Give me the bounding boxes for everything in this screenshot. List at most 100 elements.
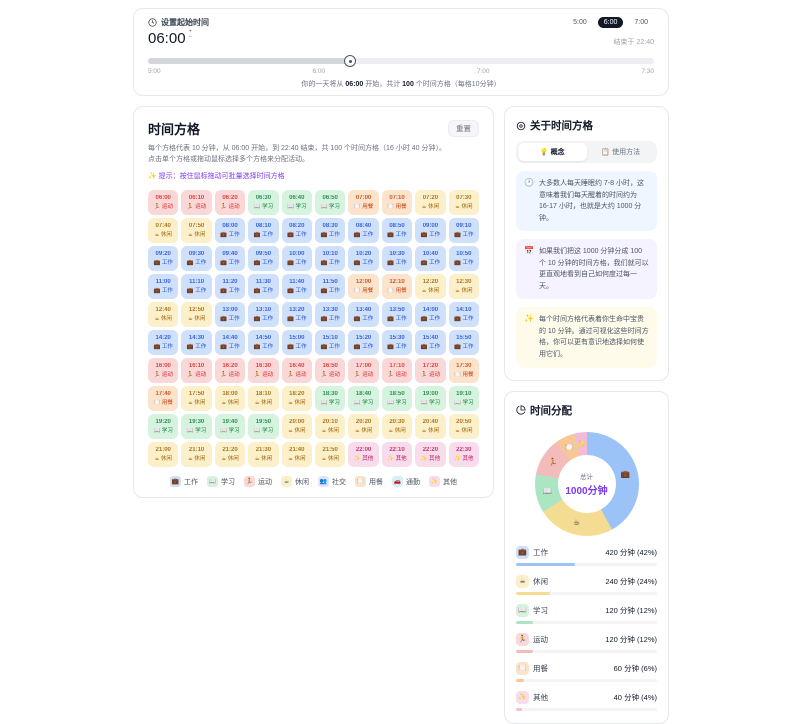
time-cell[interactable]: 08:00 💼 工作 — [214, 218, 246, 244]
time-cell[interactable]: 09:20 💼 工作 — [148, 246, 179, 272]
time-cell[interactable]: 12:50 ☕ 休闲 — [181, 302, 212, 328]
time-cell[interactable]: 08:20 💼 工作 — [281, 218, 312, 244]
time-cell[interactable]: 15:50 💼 工作 — [448, 330, 479, 356]
time-cell[interactable]: 12:10 🍽️ 用餐 — [381, 274, 413, 300]
time-cell[interactable]: 08:40 💼 工作 — [348, 218, 379, 244]
time-cell[interactable]: 13:50 💼 工作 — [381, 302, 413, 328]
time-cell[interactable]: 12:30 ☕ 休闲 — [448, 274, 479, 300]
time-cell[interactable]: 21:10 ☕ 休闲 — [181, 442, 212, 468]
time-cell[interactable]: 22:20 ✨ 其他 — [415, 442, 446, 468]
time-cell[interactable]: 14:30 💼 工作 — [181, 330, 212, 356]
time-cell[interactable]: 07:10 🍽️ 用餐 — [381, 190, 413, 216]
time-cell[interactable]: 10:10 💼 工作 — [314, 246, 346, 272]
time-cell[interactable]: 18:40 📖 学习 — [348, 386, 379, 412]
time-cell[interactable]: 08:50 💼 工作 — [381, 218, 413, 244]
time-cell[interactable]: 07:50 ☕ 休闲 — [181, 218, 212, 244]
time-cell[interactable]: 17:30 🍽️ 用餐 — [448, 358, 479, 384]
time-cell[interactable]: 16:20 🏃 运动 — [214, 358, 246, 384]
time-cell[interactable]: 11:10 💼 工作 — [181, 274, 212, 300]
time-cell[interactable]: 06:40 📖 学习 — [281, 190, 312, 216]
time-cell[interactable]: 21:00 ☕ 休闲 — [148, 442, 179, 468]
time-cell[interactable]: 22:00 ✨ 其他 — [348, 442, 379, 468]
time-cell[interactable]: 06:20 🏃 运动 — [214, 190, 246, 216]
time-cell[interactable]: 12:40 ☕ 休闲 — [148, 302, 179, 328]
time-cell[interactable]: 19:00 📖 学习 — [415, 386, 446, 412]
time-cell[interactable]: 17:10 🏃 运动 — [381, 358, 413, 384]
time-cell[interactable]: 15:10 💼 工作 — [314, 330, 346, 356]
time-cell[interactable]: 10:30 💼 工作 — [381, 246, 413, 272]
time-cell[interactable]: 21:20 ☕ 休闲 — [214, 442, 246, 468]
time-cell[interactable]: 21:50 ☕ 休闲 — [314, 442, 346, 468]
time-cell[interactable]: 09:10 💼 工作 — [448, 218, 479, 244]
time-cell[interactable]: 15:40 💼 工作 — [415, 330, 446, 356]
time-cell[interactable]: 15:00 💼 工作 — [281, 330, 312, 356]
time-cell[interactable]: 13:00 💼 工作 — [214, 302, 246, 328]
time-cell[interactable]: 09:40 💼 工作 — [214, 246, 246, 272]
time-cell[interactable]: 16:00 🏃 运动 — [148, 358, 179, 384]
time-cell[interactable]: 12:20 ☕ 休闲 — [415, 274, 446, 300]
time-cell[interactable]: 21:40 ☕ 休闲 — [281, 442, 312, 468]
time-cell[interactable]: 15:20 💼 工作 — [348, 330, 379, 356]
time-cell[interactable]: 19:20 📖 学习 — [148, 414, 179, 440]
time-cell[interactable]: 11:20 💼 工作 — [214, 274, 246, 300]
time-cell[interactable]: 06:50 📖 学习 — [314, 190, 346, 216]
time-cell[interactable]: 20:10 ☕ 休闲 — [314, 414, 346, 440]
time-cell[interactable]: 06:10 🏃 运动 — [181, 190, 212, 216]
time-cell[interactable]: 10:50 💼 工作 — [448, 246, 479, 272]
time-cell[interactable]: 09:00 💼 工作 — [415, 218, 446, 244]
time-cell[interactable]: 17:50 ☕ 休闲 — [181, 386, 212, 412]
time-cell[interactable]: 11:50 💼 工作 — [314, 274, 346, 300]
time-cell[interactable]: 16:30 🏃 运动 — [248, 358, 279, 384]
start-time-slider[interactable] — [148, 54, 654, 67]
time-cell[interactable]: 06:30 📖 学习 — [248, 190, 279, 216]
tab-概念[interactable]: 💡 概念 — [518, 143, 587, 161]
time-cell[interactable]: 17:40 🍽️ 用餐 — [148, 386, 179, 412]
time-cell[interactable]: 10:40 💼 工作 — [415, 246, 446, 272]
time-cell[interactable]: 08:10 💼 工作 — [248, 218, 279, 244]
time-cell[interactable]: 11:30 💼 工作 — [248, 274, 279, 300]
time-cell[interactable]: 20:00 ☕ 休闲 — [281, 414, 312, 440]
time-cell[interactable]: 17:20 🏃 运动 — [415, 358, 446, 384]
time-cell[interactable]: 09:50 💼 工作 — [248, 246, 279, 272]
time-cell[interactable]: 15:30 💼 工作 — [381, 330, 413, 356]
slider-track[interactable] — [148, 58, 654, 64]
time-cell[interactable]: 19:30 📖 学习 — [181, 414, 212, 440]
time-cell[interactable]: 19:50 📖 学习 — [248, 414, 279, 440]
time-cell[interactable]: 18:10 ☕ 休闲 — [248, 386, 279, 412]
time-cell[interactable]: 18:20 ☕ 休闲 — [281, 386, 312, 412]
time-cell[interactable]: 22:30 ✨ 其他 — [448, 442, 479, 468]
time-cell[interactable]: 10:00 💼 工作 — [281, 246, 312, 272]
time-cell[interactable]: 18:00 ☕ 休闲 — [214, 386, 246, 412]
time-cell[interactable]: 13:20 💼 工作 — [281, 302, 312, 328]
time-cell[interactable]: 14:10 💼 工作 — [448, 302, 479, 328]
time-cell[interactable]: 20:30 ☕ 休闲 — [381, 414, 413, 440]
slider-handle[interactable] — [344, 55, 357, 67]
time-cell[interactable]: 10:20 💼 工作 — [348, 246, 379, 272]
quick-time-pill[interactable]: 5:00 — [573, 19, 587, 26]
time-cell[interactable]: 16:50 🏃 运动 — [314, 358, 346, 384]
time-cell[interactable]: 16:40 🏃 运动 — [281, 358, 312, 384]
time-cell[interactable]: 07:20 ☕ 休闲 — [415, 190, 446, 216]
time-cell[interactable]: 07:00 🍽️ 用餐 — [348, 190, 379, 216]
time-cell[interactable]: 20:50 ☕ 休闲 — [448, 414, 479, 440]
reset-button[interactable]: 重置 — [448, 120, 479, 137]
time-cell[interactable]: 13:40 💼 工作 — [348, 302, 379, 328]
time-cell[interactable]: 09:30 💼 工作 — [181, 246, 212, 272]
time-cell[interactable]: 07:40 ☕ 休闲 — [148, 218, 179, 244]
time-cell[interactable]: 07:30 ☕ 休闲 — [448, 190, 479, 216]
time-cell[interactable]: 13:10 💼 工作 — [248, 302, 279, 328]
time-cell[interactable]: 17:00 🏃 运动 — [348, 358, 379, 384]
time-cell[interactable]: 12:00 🍽️ 用餐 — [348, 274, 379, 300]
stepper-down-icon[interactable]: − — [188, 34, 193, 40]
time-cell[interactable]: 20:20 ☕ 休闲 — [348, 414, 379, 440]
time-cell[interactable]: 22:10 ✨ 其他 — [381, 442, 413, 468]
quick-time-pill[interactable]: 7:00 — [634, 19, 648, 26]
time-cell[interactable]: 13:30 💼 工作 — [314, 302, 346, 328]
time-cell[interactable]: 11:00 💼 工作 — [148, 274, 179, 300]
time-cell[interactable]: 14:20 💼 工作 — [148, 330, 179, 356]
time-cell[interactable]: 14:50 💼 工作 — [248, 330, 279, 356]
time-input[interactable]: 06:00 + − — [148, 29, 193, 47]
time-cell[interactable]: 11:40 💼 工作 — [281, 274, 312, 300]
time-cell[interactable]: 18:30 📖 学习 — [314, 386, 346, 412]
time-cell[interactable]: 19:40 📖 学习 — [214, 414, 246, 440]
